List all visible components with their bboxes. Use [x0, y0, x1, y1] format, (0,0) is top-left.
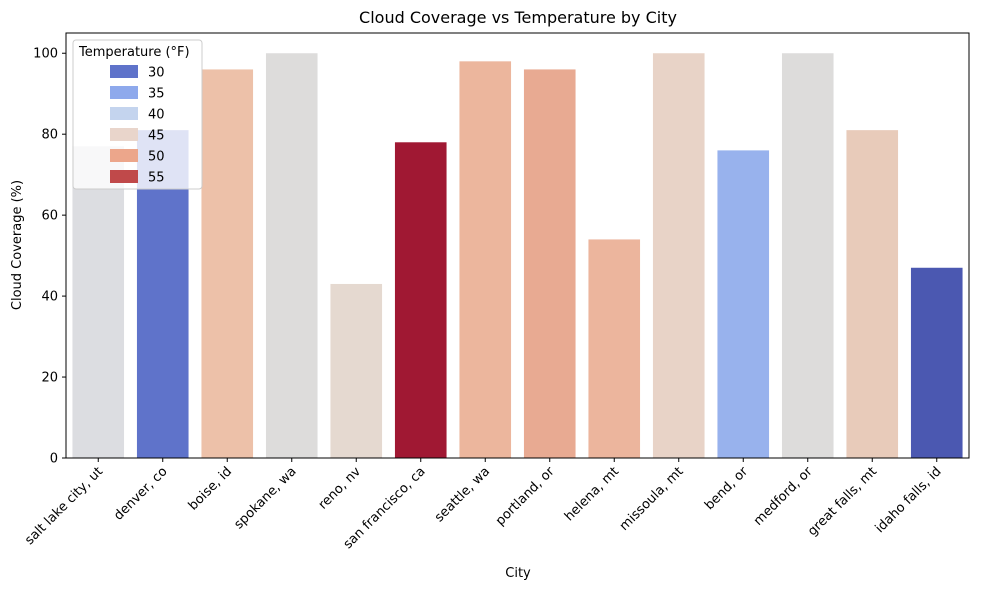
y-tick-label-1: 20 [41, 371, 58, 386]
bar-0 [72, 146, 125, 459]
x-tick-label-1: denver, co [111, 464, 170, 523]
bar-11 [781, 53, 834, 458]
legend-label-3: 45 [148, 129, 165, 144]
legend-label-5: 55 [148, 171, 165, 186]
legend-swatch-0 [110, 65, 138, 78]
legend-swatch-2 [110, 107, 138, 120]
bar-5 [394, 142, 447, 459]
bar-6 [459, 61, 512, 458]
bar-4 [330, 283, 383, 458]
legend-label-2: 40 [148, 108, 165, 123]
y-axis: 0 20 40 60 80 100 [33, 47, 66, 467]
y-axis-label: Cloud Coverage (%) [10, 180, 25, 310]
bar-2 [201, 69, 254, 458]
bar-7 [523, 69, 576, 458]
x-axis-label: City [505, 566, 531, 581]
x-tick-label-7: portland, or [493, 464, 558, 529]
legend: Temperature (°F) 30 35 40 45 50 55 [72, 39, 203, 190]
legend-title: Temperature (°F) [78, 45, 190, 60]
chart-title: Cloud Coverage vs Temperature by City [359, 8, 677, 27]
x-tick-label-8: helena, mt [562, 464, 622, 524]
x-tick-label-0: salt lake city, ut [22, 464, 106, 548]
bars-group [72, 53, 963, 459]
x-tick-label-9: missoula, mt [617, 464, 687, 534]
y-tick-label-2: 40 [41, 290, 58, 305]
bar-3 [265, 53, 318, 458]
legend-swatch-1 [110, 86, 138, 99]
x-axis: salt lake city, ut denver, co boise, idspo… [22, 458, 945, 552]
legend-swatch-3 [110, 128, 138, 141]
x-tick-label-6: seattle, wa [432, 464, 493, 525]
y-tick-label-3: 60 [41, 209, 58, 224]
y-tick-label-4: 80 [41, 128, 58, 143]
x-tick-label-13: idaho falls, id [873, 464, 945, 536]
legend-label-4: 50 [148, 150, 165, 165]
x-tick-label-3: spokane, wa [231, 464, 299, 532]
x-tick-label-12: great falls, mt [805, 464, 880, 539]
bar-12 [846, 130, 899, 458]
x-tick-label-10: bend, or [702, 464, 751, 513]
legend-label-1: 35 [148, 87, 165, 102]
legend-swatch-5 [110, 170, 138, 183]
bar-10 [717, 150, 770, 458]
bar-8 [588, 239, 641, 458]
legend-label-0: 30 [148, 66, 165, 81]
bar-9 [652, 53, 705, 458]
y-tick-label-0: 0 [50, 452, 58, 467]
bar-13 [910, 267, 963, 458]
y-tick-label-5: 100 [33, 47, 58, 62]
x-tick-label-4: reno, nv [316, 464, 365, 513]
plot-frame [65, 32, 970, 459]
legend-swatch-4 [110, 149, 138, 162]
x-tick-label-2: boise, id [186, 464, 235, 513]
x-tick-label-11: medford, or [751, 464, 816, 529]
